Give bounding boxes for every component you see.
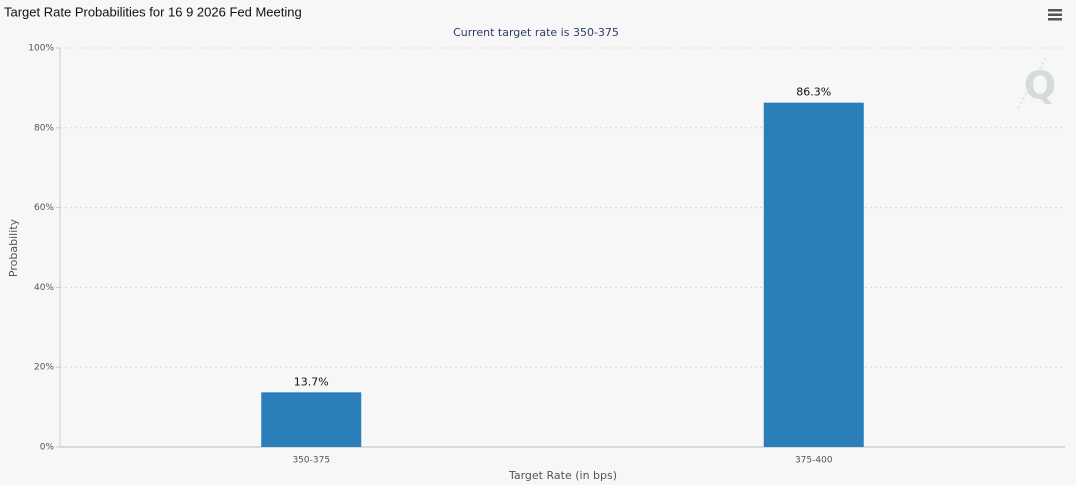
- y-tick-label: 80%: [34, 123, 54, 133]
- chart-subtitle: Current target rate is 350-375: [453, 26, 619, 39]
- y-tick-label: 40%: [34, 283, 54, 293]
- x-tick-label: 375-400: [795, 456, 833, 466]
- menu-button[interactable]: [1048, 9, 1062, 21]
- data-label: 13.7%: [294, 375, 329, 388]
- chart-title: Target Rate Probabilities for 16 9 2026 …: [4, 4, 302, 19]
- y-tick-label: 0%: [40, 443, 55, 453]
- x-axis-label: Target Rate (in bps): [508, 469, 617, 482]
- bar: [261, 392, 362, 447]
- watermark-logo: Q: [1017, 57, 1056, 109]
- bar: [763, 102, 864, 448]
- y-tick-label: 20%: [34, 363, 54, 373]
- svg-text:Q: Q: [1024, 64, 1056, 108]
- x-tick-label: 350-375: [292, 456, 330, 466]
- y-tick-label: 60%: [34, 203, 54, 213]
- y-axis-label: Probability: [7, 218, 20, 277]
- y-tick-label: 100%: [28, 44, 54, 54]
- data-label: 86.3%: [796, 86, 831, 99]
